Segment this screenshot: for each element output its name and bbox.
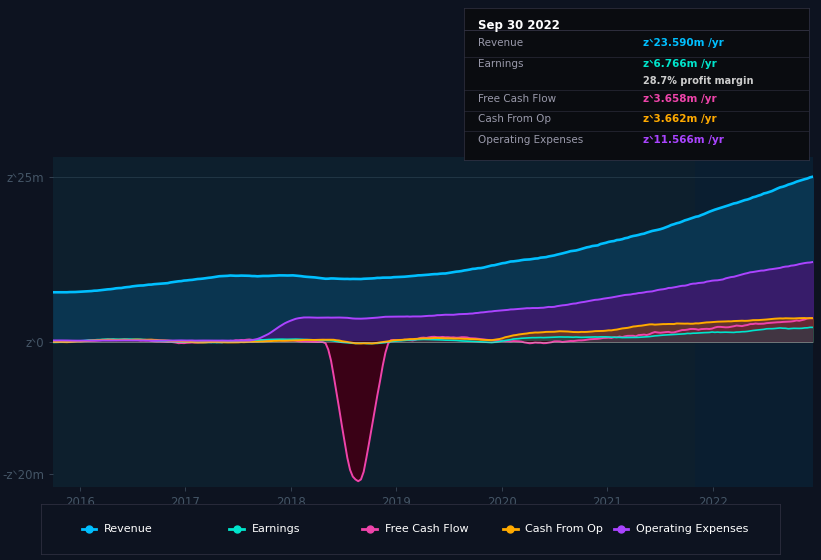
Text: zᐠ3.662m /yr: zᐠ3.662m /yr — [643, 114, 717, 124]
Text: zᐠ3.658m /yr: zᐠ3.658m /yr — [643, 94, 717, 104]
Text: zᐠ11.566m /yr: zᐠ11.566m /yr — [643, 135, 724, 145]
Text: Free Cash Flow: Free Cash Flow — [385, 524, 468, 534]
Text: Earnings: Earnings — [478, 59, 523, 69]
Text: Revenue: Revenue — [478, 38, 523, 48]
Text: Sep 30 2022: Sep 30 2022 — [478, 19, 560, 32]
Text: Operating Expenses: Operating Expenses — [636, 524, 748, 534]
Text: 28.7% profit margin: 28.7% profit margin — [643, 76, 754, 86]
Bar — [695, 157, 813, 487]
Text: zᐠ23.590m /yr: zᐠ23.590m /yr — [643, 38, 724, 48]
Text: zᐠ6.766m /yr: zᐠ6.766m /yr — [643, 59, 717, 69]
Text: Cash From Op: Cash From Op — [525, 524, 603, 534]
Text: Operating Expenses: Operating Expenses — [478, 135, 583, 145]
Text: Free Cash Flow: Free Cash Flow — [478, 94, 556, 104]
Text: Earnings: Earnings — [252, 524, 300, 534]
Text: Revenue: Revenue — [104, 524, 153, 534]
Text: Cash From Op: Cash From Op — [478, 114, 551, 124]
